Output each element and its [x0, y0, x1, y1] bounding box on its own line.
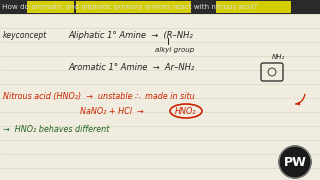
Text: HNO₂: HNO₂ [175, 107, 196, 116]
Text: NH₂: NH₂ [272, 54, 285, 60]
Circle shape [279, 146, 311, 178]
FancyBboxPatch shape [27, 1, 74, 13]
Text: PW: PW [284, 156, 307, 168]
Text: Aromatic 1° Amine  →  Ar–NH₂: Aromatic 1° Amine → Ar–NH₂ [68, 64, 194, 73]
Text: Aliphatic 1° Amine  →  (R–NH₂: Aliphatic 1° Amine → (R–NH₂ [68, 31, 193, 40]
FancyBboxPatch shape [0, 0, 320, 14]
Text: →  HNO₂ behaves different: → HNO₂ behaves different [3, 125, 109, 134]
FancyBboxPatch shape [216, 1, 291, 13]
Text: keyconcept: keyconcept [3, 31, 47, 40]
Text: NaNO₂ + HCl  →: NaNO₂ + HCl → [80, 107, 144, 116]
FancyBboxPatch shape [76, 1, 191, 13]
Text: How do aromatic and aliphatic primary amines react with nitrous acid?: How do aromatic and aliphatic primary am… [2, 4, 258, 10]
Text: alkyl group: alkyl group [155, 47, 194, 53]
Text: Nitrous acid (HNO₂)  →  unstable ∴  made in situ: Nitrous acid (HNO₂) → unstable ∴ made in… [3, 93, 195, 102]
